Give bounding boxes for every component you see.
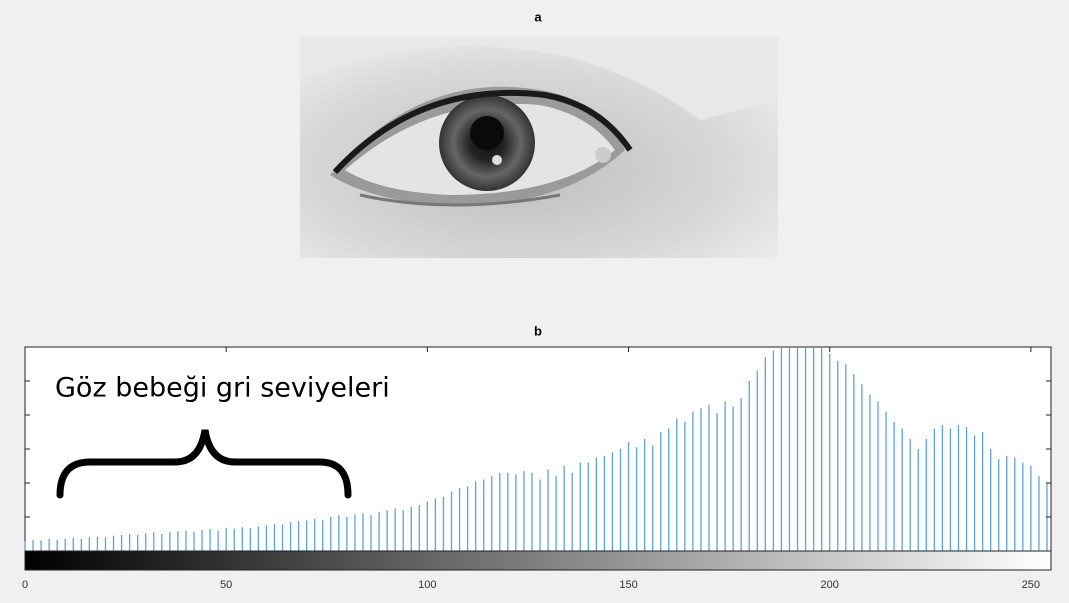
figure: a b Göz bebeği gri seviyeleri 0 50 100 150 2…: [0, 0, 1069, 598]
annotation: Göz bebeği gri seviyeleri: [55, 373, 390, 404]
x-tick-label: 150: [619, 579, 637, 591]
x-tick-label: 250: [1022, 579, 1040, 591]
x-tick-label: 0: [22, 579, 28, 591]
x-tick-label: 50: [220, 579, 232, 591]
image-title: a: [534, 9, 542, 24]
x-tick-label: 200: [821, 579, 839, 591]
colorbar: [25, 551, 1051, 570]
chart-title: b: [534, 323, 542, 338]
eye-image: [300, 37, 778, 258]
x-tick-label: 100: [418, 579, 436, 591]
